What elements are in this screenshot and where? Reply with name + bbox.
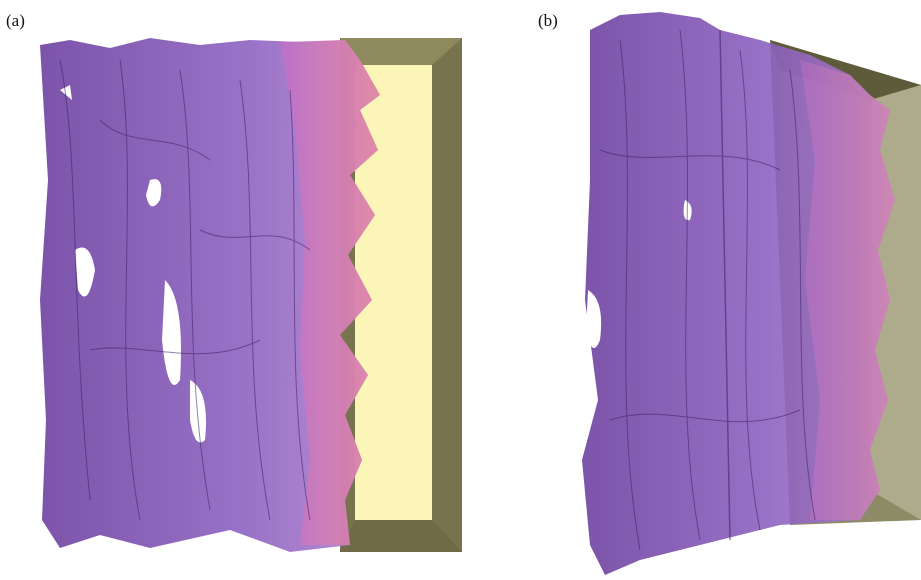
panel-label: (a) [6,11,25,30]
panel-b: (b) [538,11,921,575]
panel-a: (a) [6,11,462,552]
figure: (a) (b) [0,0,921,580]
panel-label: (b) [538,11,558,30]
